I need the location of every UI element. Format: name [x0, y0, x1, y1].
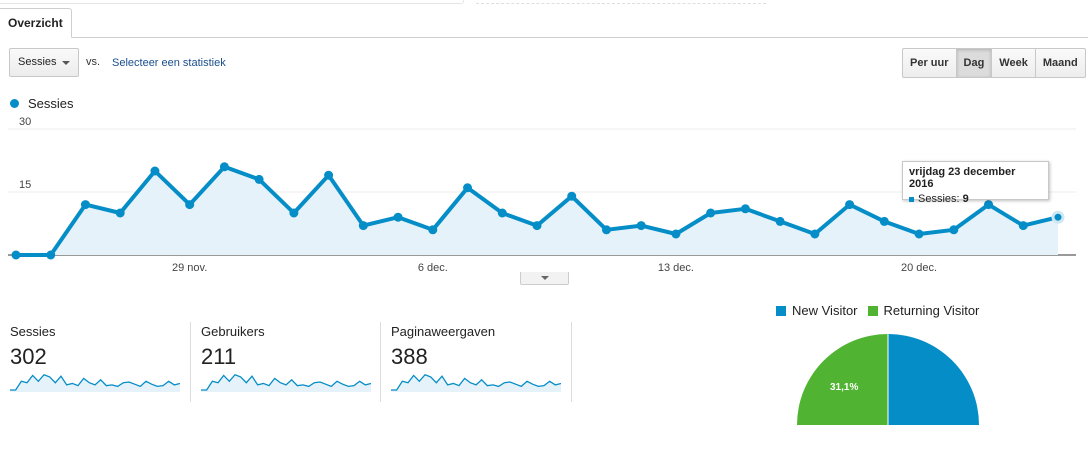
data-point [428, 225, 438, 235]
x-tick-label: 29 nov. [172, 262, 207, 274]
data-point [46, 250, 56, 260]
data-point [740, 204, 750, 214]
data-point [671, 229, 681, 239]
pie-legend-returning-visitor[interactable]: Returning Visitor [867, 303, 980, 318]
scorecard-value: 388 [391, 344, 428, 369]
data-point [845, 200, 855, 210]
granularity-button-group: Per uur Dag Week Maand [902, 48, 1086, 78]
scorecard-label: Sessies [10, 324, 56, 339]
sparkline-line [10, 373, 180, 391]
data-point [914, 229, 924, 239]
sparkline [10, 373, 180, 392]
chart-legend: Sessies [10, 96, 74, 111]
sparkline-line [391, 373, 561, 391]
scorecard-sessions[interactable]: Sessies 302 [0, 322, 180, 402]
data-point [532, 221, 542, 231]
pie-legend: New Visitor Returning Visitor [776, 303, 989, 318]
data-point [185, 200, 195, 210]
top-strip [0, 0, 1088, 6]
sparkline [391, 373, 561, 392]
data-point [601, 225, 611, 235]
select-statistic-link[interactable]: Selecteer een statistiek [112, 57, 226, 69]
data-point [115, 208, 125, 218]
scorecard-label: Gebruikers [201, 324, 265, 339]
data-point [393, 212, 403, 222]
x-tick-label: 6 dec. [418, 262, 448, 274]
data-point [324, 170, 334, 180]
sparkline-area [201, 374, 371, 392]
data-point [879, 216, 889, 226]
data-point [463, 183, 473, 193]
pie-legend-new-visitor[interactable]: New Visitor [776, 303, 858, 318]
metric-dropdown[interactable]: Sessies [9, 48, 79, 77]
scorecard-divider [571, 322, 572, 402]
data-point [567, 191, 577, 201]
pie-slice-new-visitor [888, 334, 979, 425]
data-point [150, 166, 160, 176]
sparkline-area [10, 374, 180, 392]
per-hour-button[interactable]: Per uur [902, 48, 957, 78]
data-point [219, 162, 229, 172]
y-tick-label: 30 [19, 116, 31, 128]
data-point [1051, 210, 1065, 224]
scorecard-label: Paginaweergaven [391, 324, 496, 339]
legend-dot-icon [10, 99, 19, 108]
x-tick-label: 13 dec. [658, 262, 694, 274]
data-point [949, 225, 959, 235]
month-button[interactable]: Maand [1034, 48, 1086, 78]
scorecard-users[interactable]: Gebruikers 211 [190, 322, 371, 402]
top-dashed-divider [476, 3, 766, 4]
scorecard-pageviews[interactable]: Paginaweergaven 388 [380, 322, 561, 402]
pie-legend-label: New Visitor [792, 303, 858, 318]
series-area [16, 166, 1058, 255]
sessions-line-chart[interactable]: 30 15 29 nov. 6 dec. 13 dec. 20 dec. [0, 115, 1088, 275]
metric-dropdown-value: Sessies [18, 56, 57, 68]
top-card-edge [0, 0, 464, 4]
legend-label: Sessies [28, 96, 74, 111]
pie-slice-returning-visitor [797, 334, 888, 425]
chart-tooltip: vrijdag 23 december 2016 Sessies: 9 [902, 161, 1049, 205]
y-tick-label: 15 [19, 179, 31, 191]
data-point [358, 221, 368, 231]
data-point [775, 216, 785, 226]
legend-swatch-icon [867, 305, 878, 316]
data-point [706, 208, 716, 218]
sparkline-line [201, 373, 371, 391]
collapse-chart-button[interactable] [520, 272, 569, 285]
pie-slice-label: 31,1% [830, 382, 858, 393]
data-point [497, 208, 507, 218]
visitor-type-pie-chart[interactable]: 31,1% [795, 332, 985, 427]
data-point [636, 221, 646, 231]
x-tick-label: 20 dec. [901, 262, 937, 274]
scorecard-value: 302 [10, 344, 47, 369]
caret-down-icon [541, 276, 549, 280]
tooltip-date: vrijdag 23 december 2016 [909, 166, 1016, 190]
tooltip-value: 9 [962, 193, 969, 205]
legend-swatch-icon [776, 305, 786, 316]
vs-label: vs. [86, 56, 101, 68]
data-point [810, 229, 820, 239]
sparkline [201, 373, 371, 392]
tooltip-series-label: Sessies: [918, 193, 960, 205]
sparkline-area [391, 374, 561, 392]
data-point [254, 174, 264, 184]
data-point [289, 208, 299, 218]
tooltip-series-swatch [909, 196, 914, 202]
tab-overzicht[interactable]: Overzicht [0, 8, 72, 38]
data-point [1018, 221, 1028, 231]
pie-legend-label: Returning Visitor [883, 303, 980, 318]
scorecard-value: 211 [201, 344, 237, 369]
chevron-down-icon [62, 61, 70, 65]
data-point [984, 200, 994, 210]
tab-bar: Overzicht [0, 8, 1088, 38]
day-button[interactable]: Dag [955, 48, 993, 78]
week-button[interactable]: Week [991, 48, 1036, 78]
data-point [11, 250, 21, 260]
data-point [80, 200, 90, 210]
